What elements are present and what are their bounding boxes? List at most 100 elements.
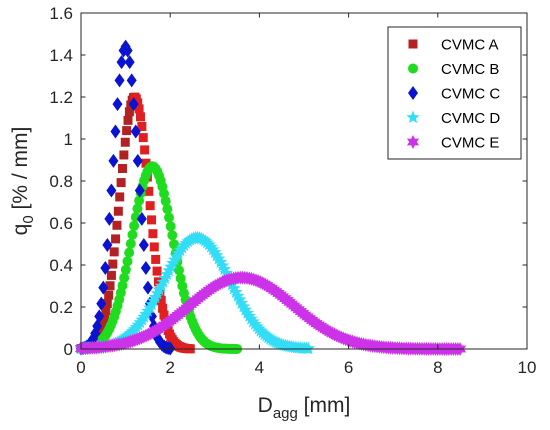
data-point bbox=[109, 247, 119, 257]
data-point bbox=[138, 237, 149, 252]
x-axis-label: Dagg [mm] bbox=[258, 394, 351, 422]
legend-label: CVMC B bbox=[441, 61, 499, 78]
data-point bbox=[242, 309, 256, 322]
data-point bbox=[208, 245, 222, 259]
svg-text:Dagg [mm]: Dagg [mm] bbox=[258, 394, 351, 422]
data-point bbox=[114, 73, 125, 88]
data-point bbox=[94, 309, 105, 324]
data-point bbox=[136, 211, 147, 226]
data-point bbox=[140, 145, 150, 155]
data-point bbox=[159, 188, 170, 199]
data-point bbox=[142, 280, 153, 295]
data-point bbox=[215, 258, 230, 272]
data-point bbox=[168, 239, 179, 250]
data-point bbox=[119, 272, 130, 283]
legend-marker bbox=[408, 86, 418, 100]
data-point bbox=[111, 234, 121, 244]
svg-text:q0 [% / mm]: q0 [% / mm] bbox=[9, 127, 37, 236]
data-point bbox=[124, 107, 134, 117]
data-point bbox=[238, 302, 253, 316]
data-point bbox=[167, 230, 178, 241]
data-point bbox=[210, 248, 224, 262]
data-point bbox=[148, 229, 158, 239]
x-label-unit: [mm] bbox=[298, 394, 351, 417]
data-point bbox=[102, 299, 112, 309]
data-point bbox=[102, 237, 113, 252]
data-point bbox=[140, 261, 151, 276]
data-point bbox=[219, 266, 233, 279]
data-point bbox=[106, 183, 117, 198]
legend-marker bbox=[406, 135, 420, 149]
x-tick-label: 0 bbox=[76, 358, 85, 377]
data-point bbox=[145, 201, 155, 211]
data-point bbox=[156, 295, 166, 305]
data-point bbox=[160, 196, 171, 207]
data-point bbox=[134, 104, 144, 114]
data-point bbox=[236, 299, 251, 313]
x-tick-label: 8 bbox=[433, 358, 442, 377]
legend-label: CVMC D bbox=[441, 110, 500, 127]
data-point bbox=[164, 212, 175, 223]
legend-label: CVMC E bbox=[441, 135, 499, 152]
data-point bbox=[244, 311, 258, 325]
data-point bbox=[122, 256, 133, 267]
data-point bbox=[106, 270, 116, 280]
x-tick-label: 4 bbox=[255, 358, 264, 377]
data-point bbox=[132, 153, 143, 168]
data-point bbox=[122, 126, 132, 136]
data-point bbox=[117, 164, 127, 174]
data-point bbox=[137, 121, 147, 131]
data-point bbox=[158, 303, 168, 313]
data-point bbox=[112, 97, 123, 112]
data-point bbox=[175, 273, 186, 284]
data-point bbox=[100, 312, 110, 322]
x-label-main: D bbox=[258, 394, 273, 417]
data-point bbox=[232, 292, 247, 306]
data-point bbox=[129, 220, 140, 231]
data-point bbox=[147, 215, 157, 225]
data-point bbox=[204, 240, 218, 253]
data-point bbox=[127, 229, 138, 240]
y-tick-label: 1.6 bbox=[49, 4, 73, 23]
data-point bbox=[117, 280, 128, 291]
data-point bbox=[135, 112, 145, 122]
y-tick-label: 0.6 bbox=[49, 214, 73, 233]
ticks: 0 2 4 6 8 10 0 0.2 0.4 0.6 0.8 1 1.2 1.4 1.6 bbox=[49, 4, 536, 377]
legend-marker bbox=[406, 110, 420, 124]
data-point bbox=[231, 289, 245, 302]
data-point bbox=[234, 296, 249, 309]
plot-marks bbox=[74, 39, 467, 356]
data-point bbox=[162, 204, 173, 215]
data-point bbox=[229, 285, 243, 298]
data-point bbox=[144, 186, 154, 196]
y-label-main: q bbox=[9, 224, 32, 236]
legend-label: CVMC C bbox=[441, 86, 500, 103]
data-point bbox=[213, 255, 228, 268]
data-point bbox=[217, 262, 232, 276]
data-point bbox=[138, 133, 148, 143]
data-point bbox=[134, 183, 145, 198]
data-point bbox=[206, 242, 220, 256]
data-point bbox=[200, 235, 214, 249]
data-point bbox=[116, 55, 127, 70]
data-point bbox=[116, 178, 126, 188]
data-point bbox=[134, 195, 145, 206]
x-tick-label: 6 bbox=[344, 358, 353, 377]
data-point bbox=[108, 153, 119, 168]
y-tick-label: 0.4 bbox=[49, 256, 73, 275]
data-point bbox=[159, 310, 169, 320]
legend-marker bbox=[408, 39, 418, 49]
data-point bbox=[124, 247, 135, 258]
data-point bbox=[152, 266, 162, 276]
data-point bbox=[119, 150, 129, 160]
data-point bbox=[227, 281, 241, 295]
data-point bbox=[98, 280, 109, 295]
data-point bbox=[110, 124, 121, 139]
data-point bbox=[124, 55, 135, 70]
data-point bbox=[125, 238, 136, 249]
legend-label: CVMC A bbox=[441, 37, 499, 54]
data-point bbox=[153, 277, 163, 287]
legend-marker bbox=[408, 63, 418, 74]
data-point bbox=[246, 314, 260, 328]
data-point bbox=[130, 124, 141, 139]
